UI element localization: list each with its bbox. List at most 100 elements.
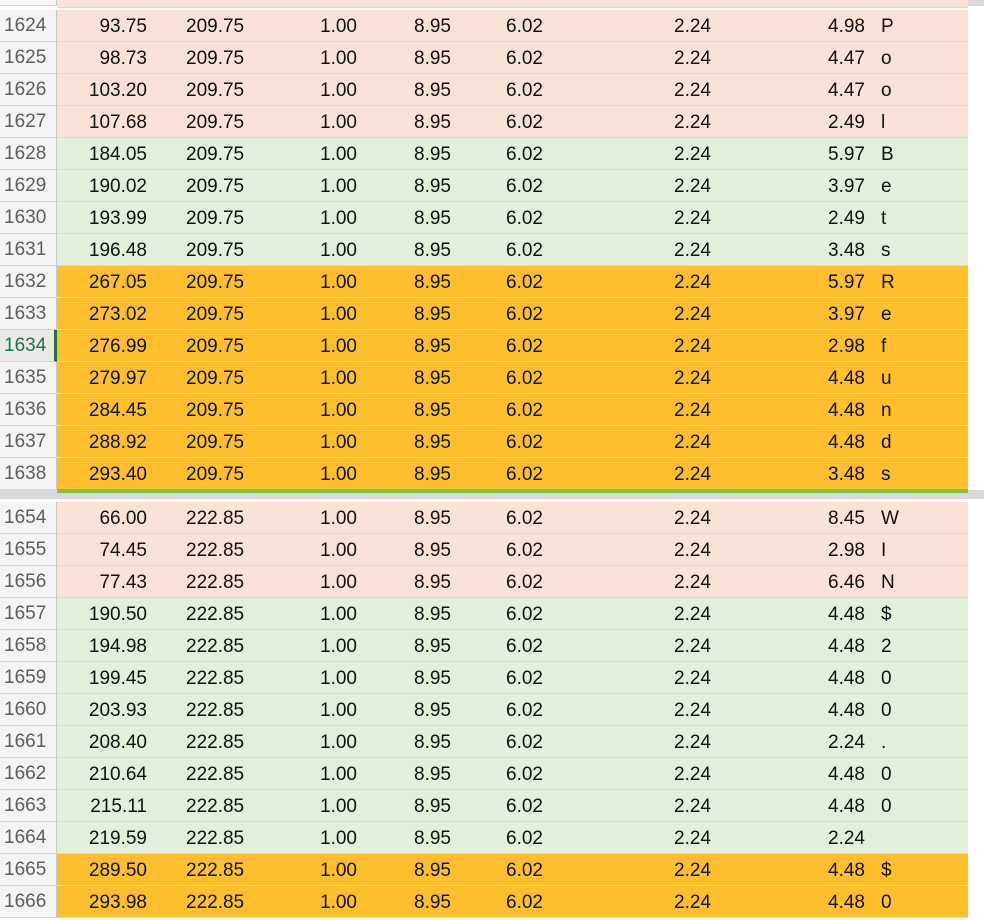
cell[interactable]: N [881, 572, 895, 593]
cell[interactable]: 6.02 [506, 636, 543, 657]
table-row[interactable]: 208.40 222.85 1.00 8.95 6.02 2.24 2.24. [57, 726, 968, 758]
row-header[interactable]: 1635 [0, 362, 57, 394]
cell[interactable]: 2.24 [674, 80, 711, 101]
cell[interactable]: 3.97 [828, 176, 865, 197]
cell[interactable]: 1.00 [320, 508, 357, 529]
cell[interactable]: 93.75 [99, 16, 147, 37]
cell[interactable]: 208.40 [88, 732, 147, 753]
cell[interactable] [881, 822, 911, 854]
table-row[interactable]: 84.82 202.75 1.00 8.95 6.02 2.24 4.47 O [57, 0, 968, 8]
cell[interactable]: 2.49 [828, 208, 865, 229]
cell[interactable]: 2.24 [674, 400, 711, 421]
cell[interactable]: 4.48 [828, 432, 865, 453]
cell[interactable]: 8.95 [414, 892, 451, 913]
cell[interactable]: 194.98 [88, 636, 147, 657]
cell[interactable]: 2.24 [674, 112, 711, 133]
cell[interactable]: 2.24 [674, 464, 711, 485]
row-header[interactable]: 1663 [0, 790, 57, 822]
cell[interactable]: t [881, 208, 887, 229]
cell[interactable]: 267.05 [88, 272, 147, 293]
cell[interactable]: 6.02 [506, 208, 543, 229]
table-row[interactable]: 190.50 222.85 1.00 8.95 6.02 2.24 4.48 $ [57, 598, 968, 630]
table-row[interactable]: 273.02 209.75 1.00 8.95 6.02 2.24 3.97 e [57, 298, 968, 330]
table-row[interactable]: 74.45 222.85 1.00 8.95 6.02 2.24 2.98 I [57, 534, 968, 566]
cell[interactable]: 6.02 [506, 176, 543, 197]
cell[interactable]: 8.95 [414, 636, 451, 657]
cell[interactable]: 6.02 [506, 80, 543, 101]
cell[interactable]: 0 [881, 668, 892, 689]
cell[interactable]: 222.85 [186, 540, 245, 561]
row-header[interactable]: 1628 [0, 138, 57, 170]
cell[interactable]: 2.24 [674, 272, 711, 293]
cell[interactable]: 2.24 [674, 636, 711, 657]
cell[interactable]: 8.95 [414, 336, 451, 357]
cell[interactable]: 1.00 [320, 112, 357, 133]
cell[interactable]: 1.00 [320, 464, 357, 485]
cell[interactable]: 2 [881, 636, 892, 657]
cell[interactable]: 6.02 [506, 112, 543, 133]
cell[interactable]: 1.00 [320, 764, 357, 785]
cell[interactable]: 222.85 [186, 572, 245, 593]
cell[interactable]: 2.24 [674, 48, 711, 69]
cell[interactable]: 6.02 [506, 48, 543, 69]
row-header[interactable]: 1662 [0, 758, 57, 790]
table-row[interactable]: 107.68 209.75 1.00 8.95 6.02 2.24 2.49 l [57, 106, 968, 138]
cell[interactable]: 8.95 [414, 572, 451, 593]
cell[interactable]: 0 [881, 796, 892, 817]
cell[interactable]: 1.00 [320, 176, 357, 197]
cell[interactable]: 1.00 [320, 144, 357, 165]
cell[interactable]: 190.02 [88, 176, 147, 197]
row-header[interactable]: 1658 [0, 630, 57, 662]
cell[interactable]: 8.95 [414, 240, 451, 261]
cell[interactable]: 6.02 [506, 668, 543, 689]
cell[interactable]: 293.98 [88, 892, 147, 913]
cell[interactable]: 2.24 [674, 796, 711, 817]
cell[interactable]: 6.02 [506, 572, 543, 593]
row-header[interactable]: 1633 [0, 298, 57, 330]
cell[interactable]: 8.95 [414, 112, 451, 133]
cell[interactable]: 6.02 [506, 304, 543, 325]
cell[interactable]: 4.48 [828, 368, 865, 389]
cell[interactable]: 4.48 [828, 636, 865, 657]
cell[interactable]: 202.75 [186, 0, 256, 8]
cell[interactable]: 222.85 [186, 892, 245, 913]
row-header[interactable]: 1627 [0, 106, 57, 138]
cell[interactable]: 3.48 [828, 240, 865, 261]
cell[interactable]: 4.47 [828, 80, 865, 101]
cell[interactable]: 8.95 [414, 80, 451, 101]
cell[interactable]: 2.24 [674, 432, 711, 453]
cell[interactable]: 8.95 [414, 304, 451, 325]
cell[interactable]: 2.24 [674, 0, 717, 8]
cell[interactable]: 77.43 [99, 572, 147, 593]
cell[interactable]: 8.95 [414, 860, 451, 881]
row-header[interactable]: 1629 [0, 170, 57, 202]
cell[interactable]: B [881, 144, 894, 165]
cell[interactable]: 6.02 [506, 432, 543, 453]
cell[interactable]: 6.02 [506, 400, 543, 421]
table-row[interactable]: 196.48 209.75 1.00 8.95 6.02 2.24 3.48 s [57, 234, 968, 266]
row-header[interactable]: 1625 [0, 42, 57, 74]
cell[interactable]: 0 [881, 892, 892, 913]
cell[interactable]: 4.48 [828, 796, 865, 817]
row-header[interactable]: 1634 [0, 330, 57, 362]
cell[interactable]: 8.95 [414, 0, 457, 8]
cell[interactable]: 4.47 [828, 48, 865, 69]
cell[interactable]: 8.95 [414, 432, 451, 453]
cell[interactable]: 8.95 [414, 48, 451, 69]
cell[interactable]: 4.48 [828, 892, 865, 913]
cell[interactable]: 4.48 [828, 400, 865, 421]
cell[interactable]: 1.00 [320, 796, 357, 817]
cell[interactable]: 8.95 [414, 368, 451, 389]
row-header[interactable]: 1654 [0, 502, 57, 534]
cell[interactable]: 222.85 [186, 828, 245, 849]
cell[interactable]: 8.95 [414, 828, 451, 849]
cell[interactable]: 215.11 [90, 796, 147, 817]
cell[interactable]: 8.95 [414, 144, 451, 165]
cell[interactable]: 288.92 [88, 432, 147, 453]
cell[interactable]: l [881, 112, 886, 133]
cell[interactable]: 276.99 [88, 336, 147, 357]
cell[interactable]: 1.00 [320, 860, 357, 881]
cell[interactable]: 2.24 [674, 240, 711, 261]
cell[interactable]: 2.24 [674, 892, 711, 913]
cell[interactable]: 6.02 [506, 272, 543, 293]
